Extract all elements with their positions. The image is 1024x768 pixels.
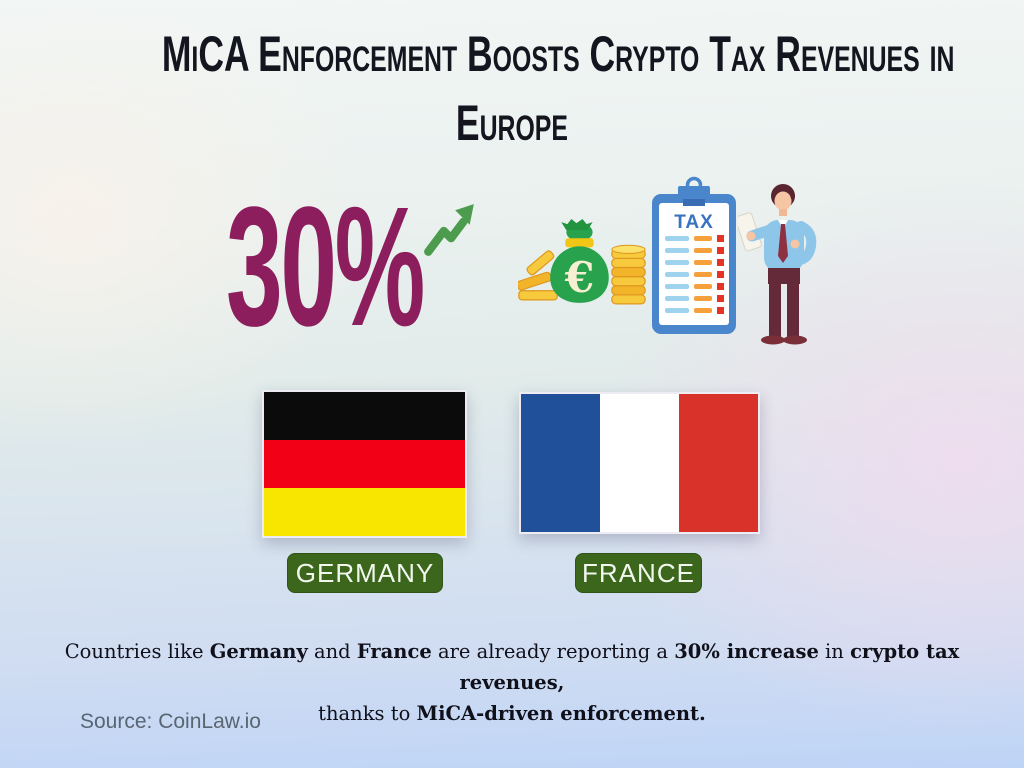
euro-symbol: € <box>564 253 595 303</box>
tax-officer-icon <box>738 184 817 345</box>
france-label: FRANCE <box>582 557 695 588</box>
summary-text: Countries like Germany and France are al… <box>64 640 960 725</box>
coin-stack <box>611 244 646 305</box>
germany-flag-red-stripe <box>264 440 465 488</box>
germany-flag-gold-stripe <box>264 488 465 536</box>
germany-label-badge: GERMANY <box>287 553 443 593</box>
page-title-line-2: Europe <box>455 95 569 151</box>
france-flag <box>519 392 760 534</box>
page-title: MiCA Enforcement Boosts Crypto Tax Reven… <box>0 26 1024 164</box>
page-title-line-1: MiCA Enforcement Boosts Crypto Tax Reven… <box>161 26 955 82</box>
france-flag-red-stripe <box>679 394 758 532</box>
germany-label: GERMANY <box>295 557 435 588</box>
france-flag-white-stripe <box>600 394 679 532</box>
tax-clipboard-icon: TAX <box>652 176 736 334</box>
france-flag-blue-stripe <box>521 394 600 532</box>
germany-flag-black-stripe <box>264 392 465 440</box>
germany-flag <box>262 390 467 538</box>
france-label-badge: FRANCE <box>575 553 702 593</box>
tax-label: TAX <box>674 212 714 233</box>
source-attribution: Source: CoinLaw.io <box>80 710 261 733</box>
tax-list-rows <box>665 235 724 314</box>
stat-percentage: 30% <box>226 172 425 362</box>
trending-up-arrow-icon <box>424 204 474 256</box>
euro-money-bag-icon: € <box>518 219 646 305</box>
